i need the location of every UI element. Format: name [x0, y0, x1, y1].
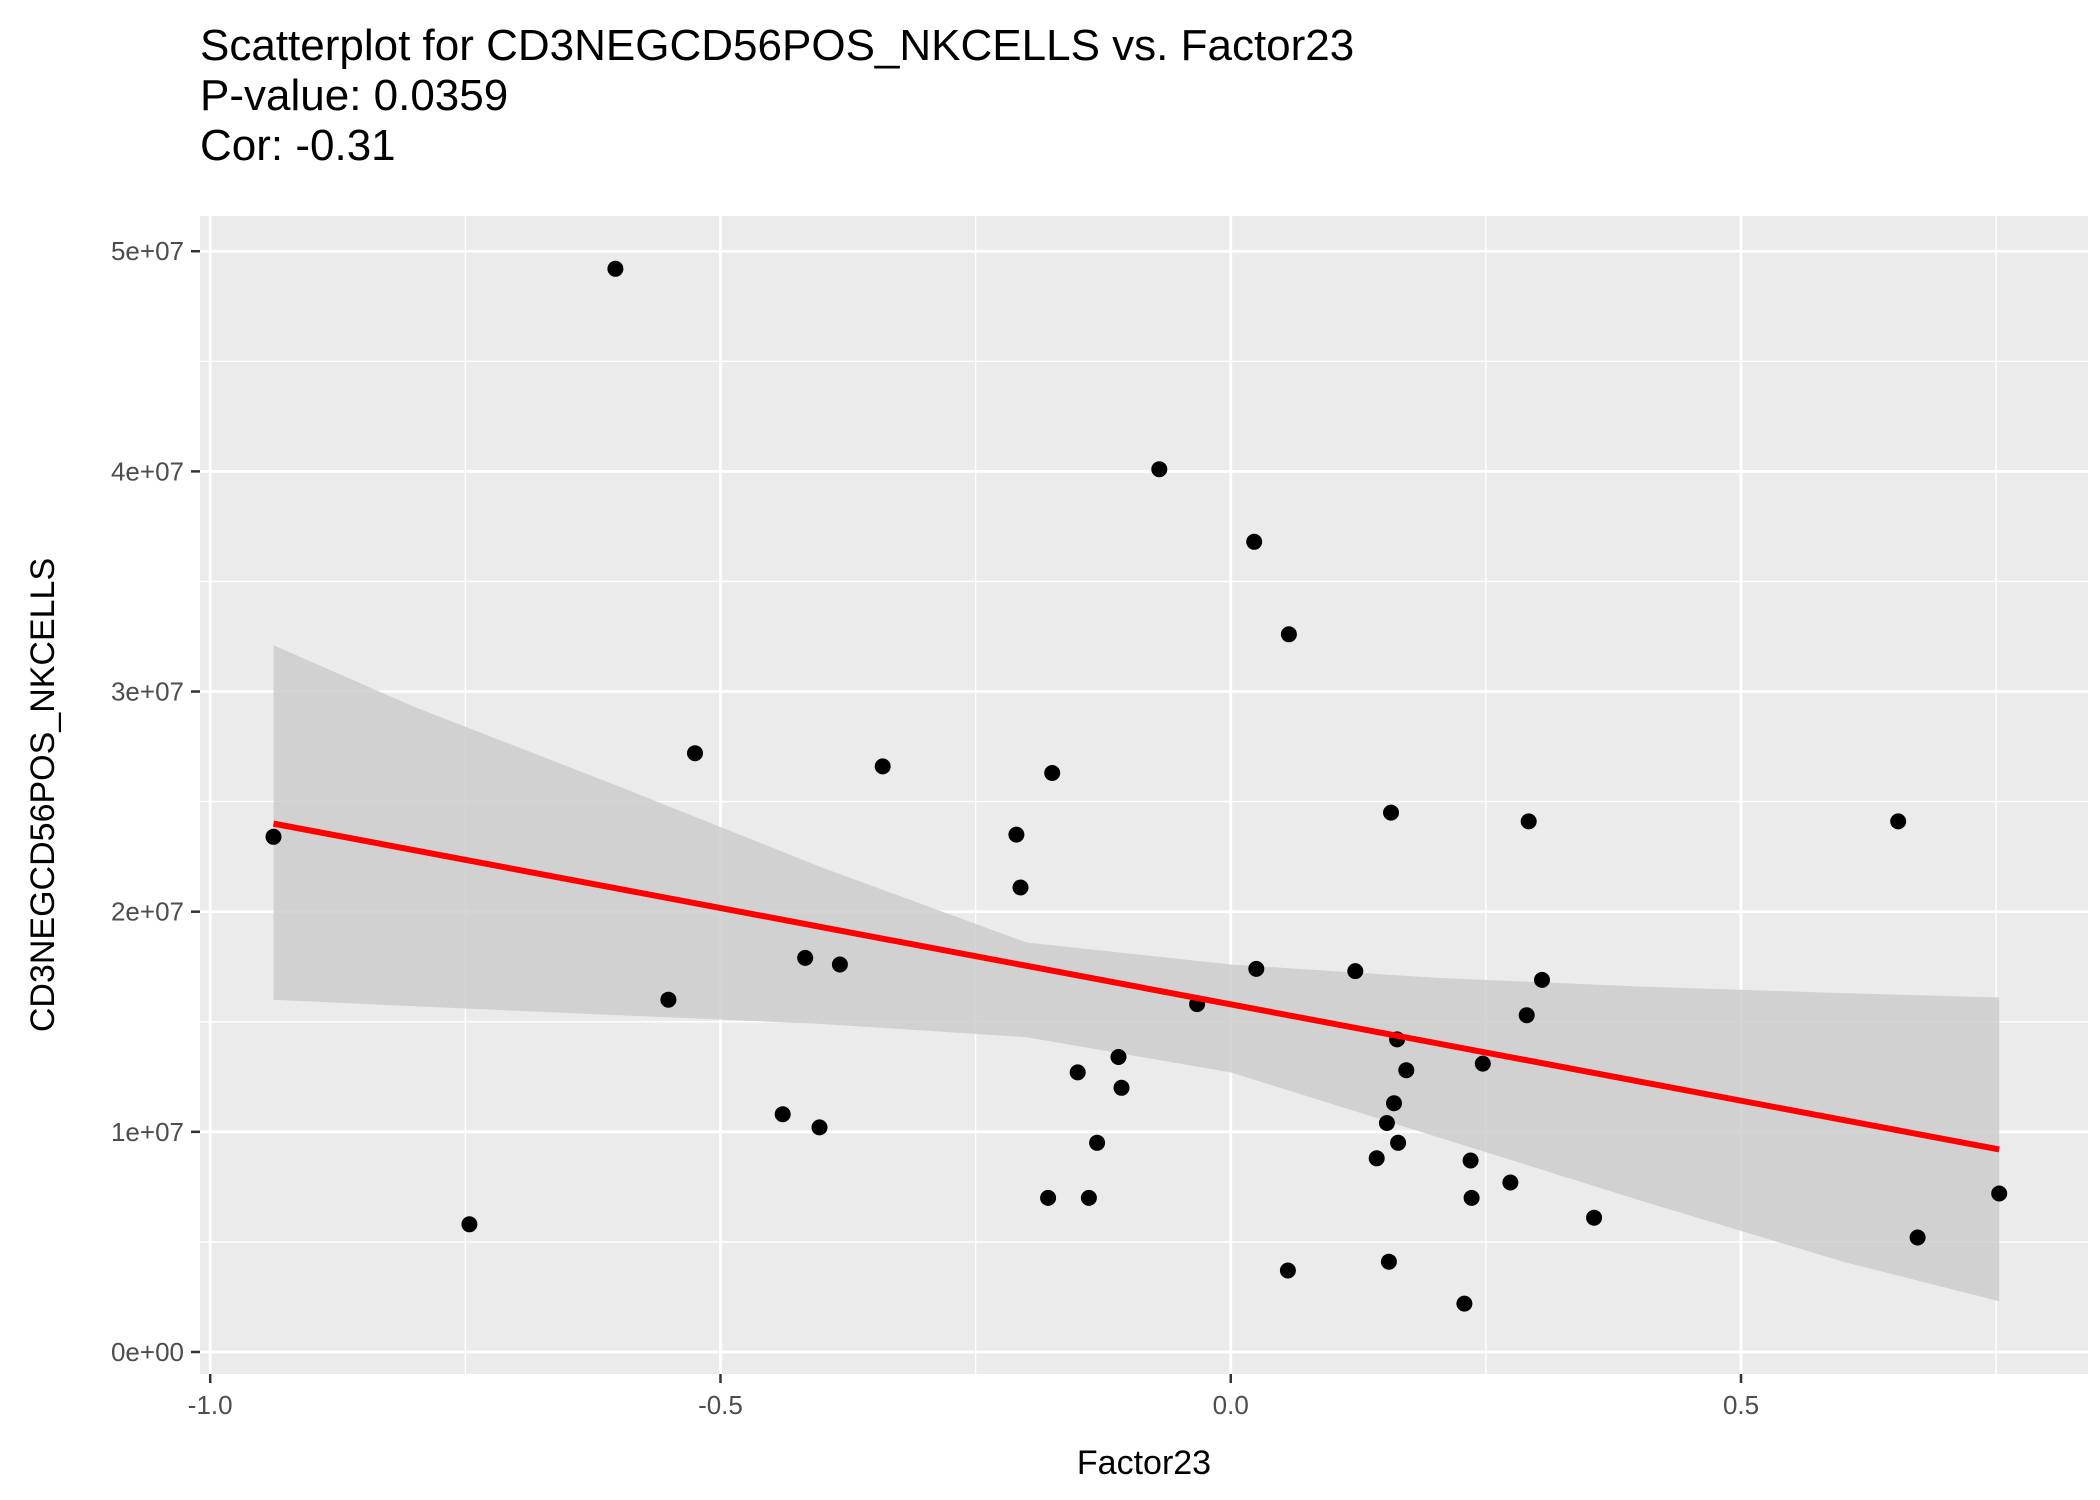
- y-axis: 0e+00 1e+07 2e+07 3e+07 4e+07 5e+07: [111, 236, 200, 1367]
- data-point: [1991, 1185, 2008, 1202]
- y-tick-label: 3e+07: [111, 677, 184, 707]
- x-tick-label: 0.0: [1213, 1390, 1249, 1420]
- data-point: [1586, 1209, 1603, 1226]
- data-point: [1089, 1134, 1106, 1151]
- data-point: [265, 828, 282, 845]
- data-point: [1151, 461, 1168, 478]
- data-point: [687, 745, 703, 762]
- data-point: [1474, 1055, 1491, 1072]
- data-point: [1044, 765, 1061, 781]
- data-point: [1280, 626, 1297, 643]
- data-points: [265, 260, 2008, 1312]
- data-point: [1520, 813, 1537, 830]
- data-point: [1463, 1189, 1480, 1206]
- data-point: [1386, 1095, 1402, 1112]
- chart-title: Scatterplot for CD3NEGCD56POS_NKCELLS vs…: [200, 21, 1354, 170]
- data-point: [1378, 1115, 1395, 1131]
- data-point: [1380, 1253, 1397, 1270]
- data-point: [874, 758, 891, 775]
- data-point: [1080, 1189, 1097, 1206]
- data-point: [1248, 960, 1265, 977]
- x-tick-label: -0.5: [698, 1390, 743, 1420]
- data-point: [1390, 1134, 1407, 1151]
- data-point: [1456, 1295, 1473, 1312]
- title-line: Cor: -0.31: [200, 121, 396, 170]
- data-point: [1110, 1049, 1127, 1065]
- regression-line: [272, 820, 2000, 1153]
- data-point: [1398, 1062, 1415, 1079]
- y-tick-label: 5e+07: [111, 236, 184, 266]
- data-point: [461, 1216, 478, 1233]
- x-tick-label: -1.0: [188, 1390, 233, 1420]
- data-point: [1462, 1152, 1479, 1169]
- data-point: [774, 1106, 791, 1123]
- data-point: [1008, 826, 1025, 843]
- x-axis-title: Factor23: [1077, 1444, 1211, 1482]
- data-point: [1347, 963, 1364, 980]
- data-point: [1012, 879, 1029, 896]
- data-point: [1246, 533, 1263, 550]
- y-axis-title: CD3NEGCD56POS_NKCELLS: [24, 558, 62, 1032]
- data-point: [797, 949, 814, 966]
- y-tick-label: 2e+07: [111, 897, 184, 927]
- data-point: [1534, 971, 1550, 988]
- data-point: [1518, 1007, 1535, 1024]
- data-point: [831, 956, 848, 973]
- data-point: [1113, 1079, 1130, 1096]
- data-point: [1502, 1174, 1519, 1191]
- y-tick-label: 1e+07: [111, 1117, 184, 1147]
- title-line: Scatterplot for CD3NEGCD56POS_NKCELLS vs…: [200, 21, 1354, 70]
- confidence-band: [273, 645, 2000, 1302]
- data-point: [1368, 1150, 1385, 1167]
- title-line: P-value: 0.0359: [200, 71, 508, 120]
- data-point: [660, 991, 677, 1008]
- data-point: [1279, 1262, 1296, 1279]
- y-tick-label: 0e+00: [111, 1337, 184, 1367]
- data-point: [1909, 1229, 1926, 1246]
- x-tick-label: 0.5: [1723, 1390, 1759, 1420]
- data-point: [1040, 1189, 1057, 1206]
- data-point: [1890, 813, 1907, 830]
- y-tick-label: 4e+07: [111, 456, 184, 486]
- x-axis: -1.0 -0.5 0.0 0.5: [188, 1374, 1759, 1420]
- data-point: [607, 260, 624, 277]
- data-point: [811, 1119, 828, 1136]
- data-point: [1069, 1064, 1086, 1081]
- data-point: [1383, 804, 1399, 821]
